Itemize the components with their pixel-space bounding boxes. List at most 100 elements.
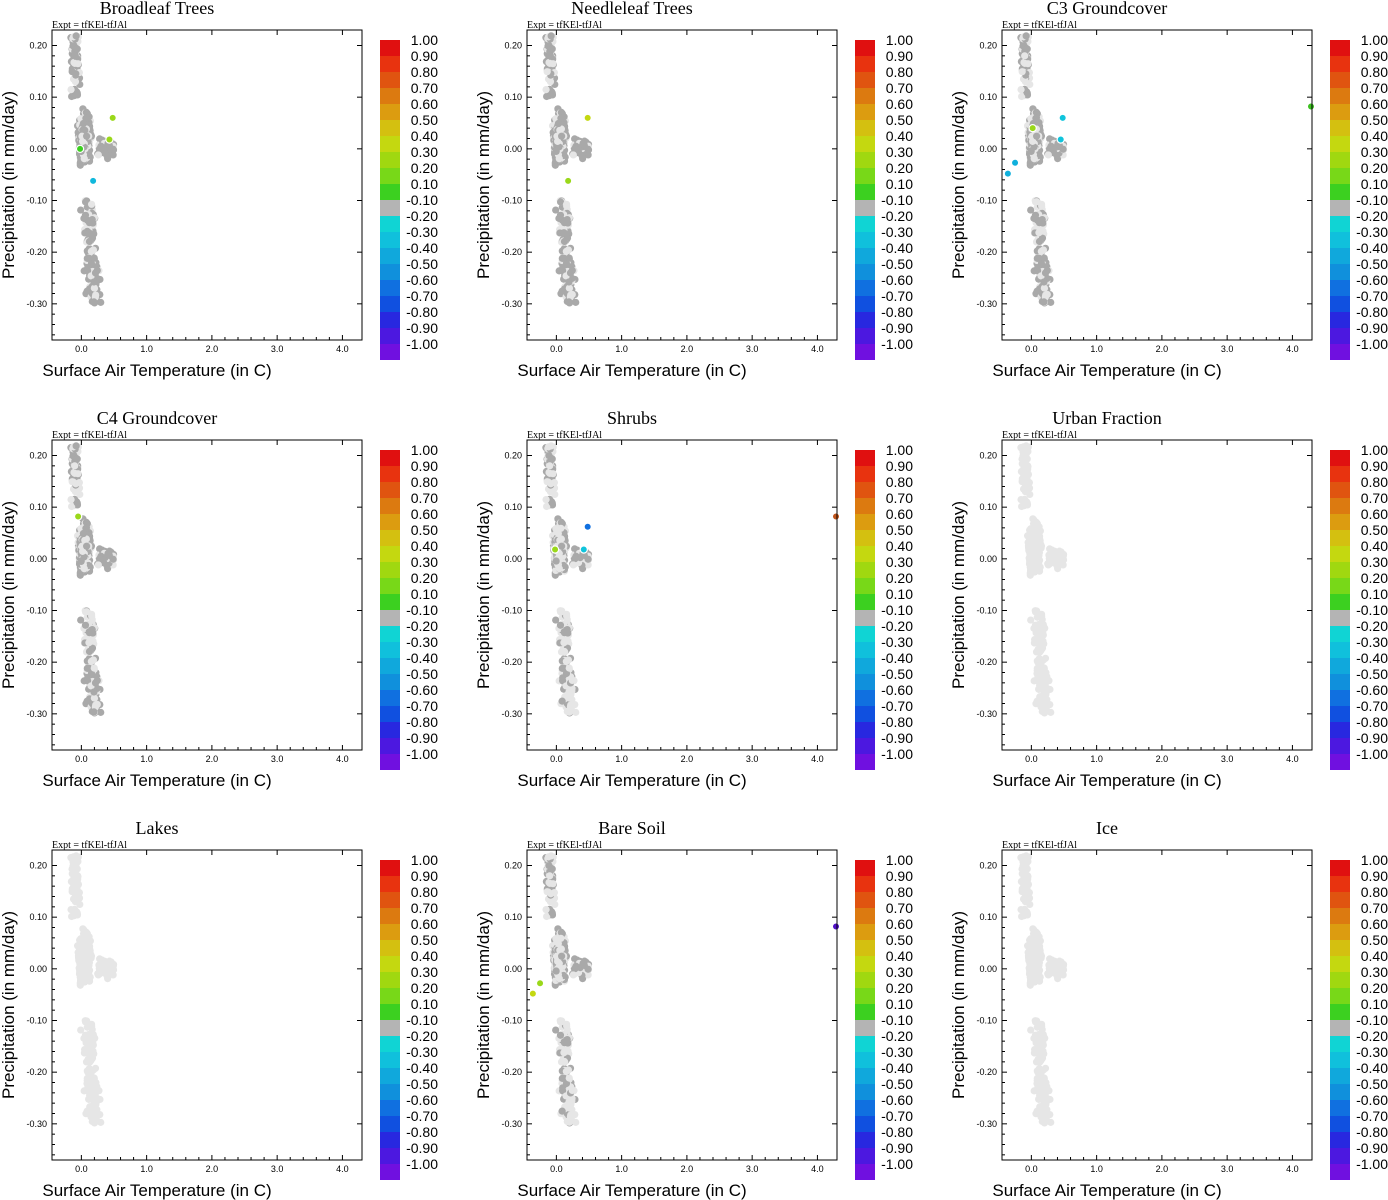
colorbar-swatch xyxy=(380,168,400,184)
y-tick-label: -0.10 xyxy=(501,196,522,206)
cloud-point xyxy=(565,278,573,286)
colorbar-swatch xyxy=(380,754,400,770)
cloud-point xyxy=(571,555,579,563)
colorbar-swatch xyxy=(380,466,400,482)
colorbar-label: -0.40 xyxy=(1356,240,1388,256)
colorbar-label: 0.40 xyxy=(411,128,438,144)
cloud-point xyxy=(572,298,580,306)
cloud-point xyxy=(548,89,556,97)
highlight-point xyxy=(1010,158,1020,167)
cloud-point xyxy=(565,708,573,716)
highlight-point xyxy=(1028,123,1037,133)
colorbar-swatch xyxy=(380,722,400,738)
colorbar-swatch xyxy=(1330,216,1350,232)
cloud-point xyxy=(546,59,554,67)
cloud-point xyxy=(560,229,568,237)
x-tick-label: 3.0 xyxy=(746,344,759,354)
y-tick-label: 0.20 xyxy=(504,41,522,51)
colorbar-swatch xyxy=(380,104,400,120)
colorbar-label: 0.70 xyxy=(411,490,438,506)
cloud-point xyxy=(1040,278,1048,286)
colorbar-swatch xyxy=(855,152,875,168)
cloud-point xyxy=(565,664,573,672)
cloud-point xyxy=(1033,287,1041,295)
cloud-point xyxy=(73,45,81,53)
highlight-point xyxy=(108,113,117,123)
x-tick-label: 0.0 xyxy=(75,344,88,354)
cloud-point xyxy=(548,45,556,53)
colorbar-label: -1.00 xyxy=(406,746,438,762)
colorbar-swatch xyxy=(855,312,875,328)
colorbar-label: 0.60 xyxy=(1361,96,1388,112)
colorbar-swatch xyxy=(855,328,875,344)
colorbar-label: 0.10 xyxy=(411,176,438,192)
cloud-point xyxy=(1042,291,1050,299)
cloud-point xyxy=(90,278,98,286)
colorbar-swatch xyxy=(855,56,875,72)
colorbar-label: -0.80 xyxy=(881,304,913,320)
cloud-point xyxy=(552,206,560,214)
colorbar-swatch xyxy=(855,280,875,296)
colorbar-label: 0.30 xyxy=(411,144,438,160)
cloud-point xyxy=(560,647,569,656)
cloud-point xyxy=(548,455,556,463)
cloud-point xyxy=(96,555,104,563)
colorbar-swatch xyxy=(1330,232,1350,248)
cloud-point xyxy=(565,298,573,306)
expt-label: Expt = tfKEl-tfJAl xyxy=(1002,20,1077,31)
cloud-point xyxy=(562,200,571,208)
colorbar-swatch xyxy=(855,104,875,120)
cloud-point xyxy=(543,68,551,76)
cloud-point xyxy=(560,639,568,647)
cloud-point xyxy=(90,284,98,292)
cloud-point xyxy=(1027,206,1035,214)
cloud-point xyxy=(546,488,555,496)
colorbar-label: 0.20 xyxy=(886,160,913,176)
cloud-point xyxy=(563,215,571,224)
cloud-point xyxy=(569,561,577,569)
cloud-point xyxy=(87,657,95,665)
colorbar-label: 0.10 xyxy=(411,586,438,602)
colorbar-label: 0.80 xyxy=(1361,64,1388,80)
expt-label: Expt = tfKEl-tfJAl xyxy=(527,20,602,31)
y-tick-label: -0.20 xyxy=(976,247,997,257)
colorbar-swatch xyxy=(380,578,400,594)
cloud-point xyxy=(90,664,98,672)
colorbar-swatch xyxy=(855,232,875,248)
cloud-point xyxy=(90,708,98,716)
y-tick-label: 0.20 xyxy=(979,41,997,51)
cloud-point xyxy=(83,287,91,295)
colorbar-swatch xyxy=(380,296,400,312)
cloud-point xyxy=(85,639,93,647)
cloud-point xyxy=(558,287,566,295)
colorbar-swatch xyxy=(855,120,875,136)
colorbar-label: -0.30 xyxy=(406,634,438,650)
cloud-point xyxy=(546,78,555,86)
cloud-point xyxy=(542,495,550,504)
y-tick-label: 0.20 xyxy=(29,41,47,51)
colorbar-label: 0.30 xyxy=(1361,144,1388,160)
panel-title: Needleleaf Trees xyxy=(571,0,692,18)
cloud-point xyxy=(546,469,554,477)
cloud-point xyxy=(579,139,587,148)
cloud-point xyxy=(562,610,571,618)
colorbar: 1.000.900.800.700.600.500.400.300.200.10… xyxy=(380,442,438,770)
x-axis-label: Surface Air Temperature (in C) xyxy=(42,771,271,790)
cloud-point xyxy=(87,200,96,208)
cloud-point xyxy=(88,215,96,224)
colorbar-swatch xyxy=(855,72,875,88)
x-axis-label: Surface Air Temperature (in C) xyxy=(42,361,271,380)
colorbar-label: -0.30 xyxy=(881,224,913,240)
colorbar-label: -0.40 xyxy=(406,240,438,256)
highlight-point xyxy=(105,135,114,144)
cloud-point xyxy=(68,92,76,101)
x-tick-label: 2.0 xyxy=(1156,344,1169,354)
colorbar-label: 0.60 xyxy=(411,506,438,522)
cloud-point xyxy=(79,119,87,128)
cloud-point xyxy=(546,52,554,60)
colorbar-label: -0.70 xyxy=(881,288,913,304)
